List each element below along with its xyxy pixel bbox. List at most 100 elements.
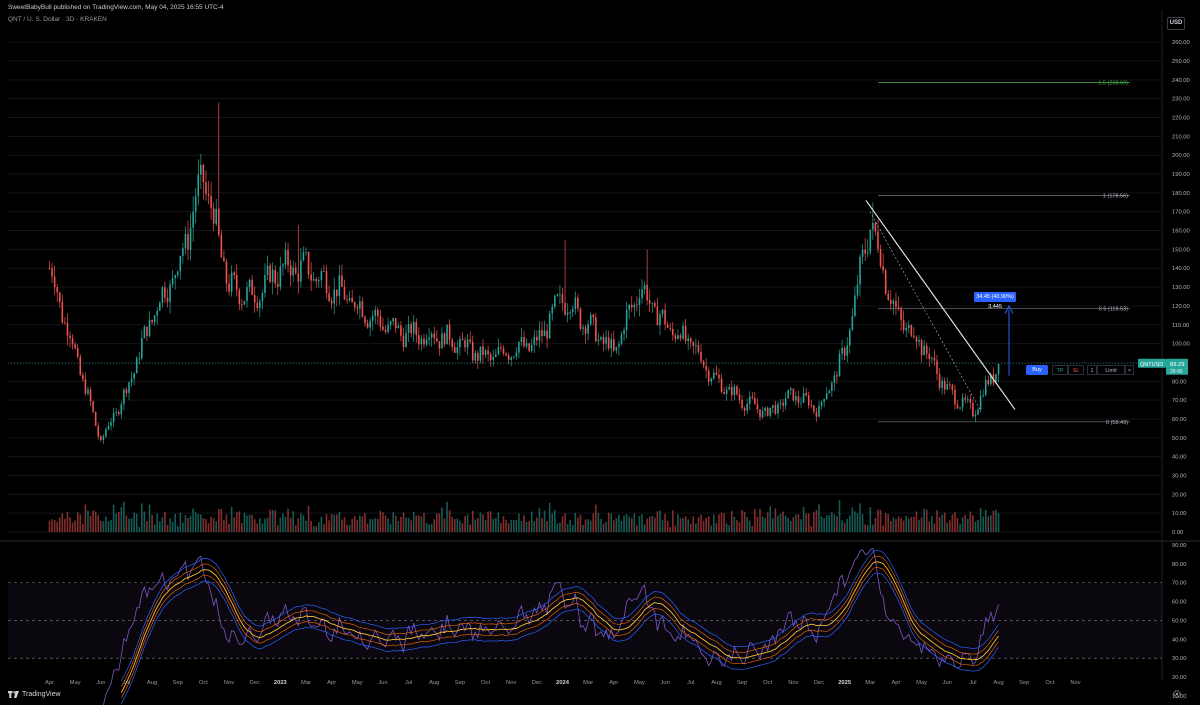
candle-body [913,335,915,338]
volume-bar [897,516,900,532]
candle-body [833,375,836,384]
candle-body [489,354,492,360]
time-tick-label: Dec [532,680,542,686]
candle-body [176,271,179,276]
price-tick-label: 200.00 [1172,153,1190,159]
time-tick-label: Dec [814,680,824,686]
volume-bar [274,510,277,532]
volume-bar [992,510,995,532]
candle-body [138,358,141,359]
currency-button[interactable]: USD [1167,17,1185,30]
volume-bar [200,514,202,532]
candle-body [518,342,520,353]
take-profit-button[interactable]: TP [1052,365,1068,375]
candle-body [820,401,823,406]
time-tick-label: Aug [993,680,1003,686]
candle-body [502,348,505,354]
candle-body [105,429,107,437]
close-order-button[interactable]: × [1125,365,1134,375]
candle-body [669,327,672,329]
stop-loss-button[interactable]: SL [1068,365,1084,375]
volume-bar [48,520,51,532]
volume-bar [425,522,428,532]
volume-bar [733,516,736,532]
volume-bar [715,523,718,532]
volume-bar [656,511,659,532]
quantity-field[interactable]: 1 [1087,365,1097,375]
candle-body [212,208,215,224]
volume-bar [605,521,607,532]
volume-bar [215,521,218,532]
volume-bar [346,524,348,532]
volume-bar [246,515,248,532]
candle-body [987,379,990,385]
volume-bar [702,520,705,532]
candle-body [597,339,600,342]
volume-bar [207,523,210,532]
buy-button[interactable]: Buy [1026,365,1048,375]
volume-bar [251,514,253,532]
volume-bar [58,517,61,532]
volume-bar [282,513,284,532]
candle-body [733,386,736,396]
volume-bar [479,512,482,532]
candle-body [907,325,910,329]
time-tick-label: Sep [455,680,465,686]
volume-bar [754,509,756,532]
volume-bar [613,520,615,532]
candle-body [361,301,364,317]
time-tick-label: Jun [96,680,105,686]
price-tick-label: 220.00 [1172,116,1190,122]
volume-bar [892,517,895,532]
volume-bar [351,518,353,532]
price-tick-label: 70.00 [1172,398,1187,404]
volume-bar [984,509,987,532]
candle-body [546,330,548,339]
time-tick-label: Sep [737,680,747,686]
candle-body [682,325,684,339]
volume-bar [451,516,454,532]
volume-bar [713,514,715,532]
volume-bar [364,513,366,532]
candle-body [787,390,790,399]
candle-body [335,289,338,297]
volume-bar [687,519,689,532]
candle-body [423,338,425,345]
volume-bar [489,511,492,532]
volume-bar [805,513,807,532]
gear-icon[interactable] [1172,689,1182,699]
volume-bar [638,516,641,532]
candle-body [961,397,964,408]
volume-bar [833,514,836,532]
volume-bar [543,510,546,532]
candle-body [397,325,400,329]
candle-body [864,249,866,254]
tradingview-brand[interactable]: TradingView [8,691,61,698]
volume-bar [895,519,897,532]
volume-bar [238,511,241,532]
volume-bar [328,520,330,532]
volume-bar [915,511,918,532]
volume-bar [838,500,841,532]
candle-body [135,358,138,374]
candle-body [684,325,687,342]
volume-bar [736,520,738,532]
candle-body [241,304,243,305]
candle-body [210,195,212,209]
candle-body [702,361,705,366]
volume-bar [751,525,754,532]
volume-bar [369,519,371,532]
volume-bar [464,516,466,532]
volume-bar [546,521,548,532]
candle-body [166,297,169,302]
candle-body [743,407,746,411]
candle-body [471,341,474,361]
volume-bar [910,517,913,532]
candle-body [466,339,469,348]
volume-bar [61,513,64,532]
volume-bar [874,518,877,532]
order-type-select[interactable]: Limit [1097,365,1125,375]
volume-bar [330,514,333,532]
symbol-info: QNT / U. S. Dollar · 3D · KRAKEN [8,16,107,23]
